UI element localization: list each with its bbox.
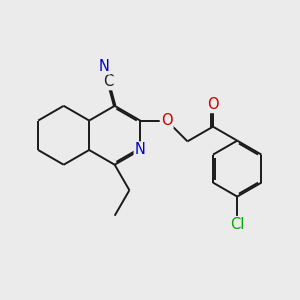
Text: Cl: Cl xyxy=(230,217,244,232)
Text: O: O xyxy=(207,97,219,112)
Text: N: N xyxy=(135,142,146,158)
Text: C: C xyxy=(103,74,113,89)
Text: O: O xyxy=(161,113,172,128)
Text: N: N xyxy=(99,58,110,74)
